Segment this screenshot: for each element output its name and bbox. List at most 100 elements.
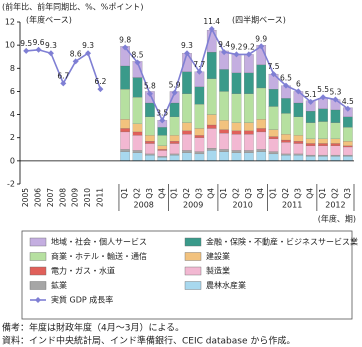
bar-segment xyxy=(330,145,341,156)
x-tick-label: Q4 xyxy=(306,188,315,199)
y-tick-label: 8 xyxy=(10,64,15,73)
marker xyxy=(85,50,92,57)
data-label: 6.2 xyxy=(94,77,106,86)
x-tick-label: Q1 xyxy=(269,188,278,199)
data-label: 9.4 xyxy=(218,40,230,49)
marker xyxy=(221,49,228,56)
bar-segment xyxy=(157,127,168,136)
y-tick-label: -2 xyxy=(7,180,15,189)
x-tick-label: Q3 xyxy=(145,188,154,199)
bar-segment xyxy=(120,128,130,133)
bar-segment xyxy=(343,145,353,148)
bar-segment xyxy=(293,116,304,136)
legend-swatch xyxy=(184,281,202,290)
bar-segment xyxy=(293,153,304,156)
bar-segment xyxy=(169,143,180,155)
bar-segment xyxy=(169,154,180,161)
data-label: 9.2 xyxy=(231,42,243,51)
x-tick-label: Q3 xyxy=(244,188,253,199)
bar-segment xyxy=(231,152,242,161)
bar-segment xyxy=(293,102,304,117)
bar-segment xyxy=(194,104,205,129)
bar-segment xyxy=(120,151,130,161)
bar-segment xyxy=(145,153,155,156)
x-group-label: 2012 xyxy=(325,201,345,210)
bar-segment xyxy=(244,152,254,161)
bar-segment xyxy=(206,148,217,151)
bar-segment xyxy=(256,119,267,129)
bar-segment xyxy=(268,136,279,139)
x-group-label: 2011 xyxy=(282,201,302,210)
bar-segment xyxy=(281,98,291,114)
bar-segment xyxy=(343,116,353,128)
bar-segment xyxy=(231,150,242,153)
marker xyxy=(97,86,104,93)
x-tick-label: 2006 xyxy=(34,188,43,207)
legend-label: 地域・社会・個人サービス xyxy=(51,237,147,247)
bar-segment xyxy=(244,93,254,123)
bar-segment xyxy=(132,77,143,98)
bar-segment xyxy=(206,128,217,149)
bar-segment xyxy=(268,138,279,152)
bar-segment xyxy=(318,121,328,139)
y-tick-label: 0 xyxy=(10,156,15,165)
bar-segment xyxy=(305,156,316,161)
bar-segment xyxy=(281,113,291,135)
x-tick-label: Q4 xyxy=(207,188,216,199)
data-label: 5.5 xyxy=(317,85,329,94)
legend-label: 製造業 xyxy=(206,266,230,276)
x-tick-label: Q1 xyxy=(120,188,129,199)
legend-swatch xyxy=(35,297,41,303)
marker xyxy=(146,90,153,97)
bar-segment xyxy=(318,138,328,144)
bar-segment xyxy=(330,154,341,157)
bar-segment xyxy=(293,135,304,142)
bar-segment xyxy=(194,128,205,136)
legend-swatch xyxy=(29,252,47,261)
bar-segment xyxy=(256,87,267,120)
note: 資料：インド中央統計局、インド準備銀行、CEIC database から作成。 xyxy=(2,335,295,347)
bar-segment xyxy=(169,102,180,117)
data-label: 11.4 xyxy=(203,17,220,26)
data-label: 5.9 xyxy=(169,81,181,90)
bar-segment xyxy=(219,69,229,92)
bar-segment xyxy=(256,64,267,89)
bar-segment xyxy=(244,150,254,153)
y-axis-label: (前年比、前年同期比、%、%ポイント) xyxy=(2,2,143,12)
bar-segment xyxy=(206,124,217,129)
x-tick-label: 2009 xyxy=(71,188,80,207)
bar-segment xyxy=(194,135,205,138)
data-label: 9.8 xyxy=(119,35,131,44)
data-label: 9.5 xyxy=(20,39,32,48)
x-tick-label: Q2 xyxy=(133,188,142,199)
data-label: 9.2 xyxy=(243,42,255,51)
bar-segment xyxy=(182,93,192,123)
marker xyxy=(47,50,54,57)
marker xyxy=(295,88,302,95)
marker xyxy=(72,58,79,65)
bar-segment xyxy=(256,131,267,150)
legend-label: 鉱業 xyxy=(51,280,67,290)
data-label: 9.3 xyxy=(82,41,94,50)
bar-segment xyxy=(206,114,217,126)
x-tick-label: 2011 xyxy=(95,188,104,207)
data-label: 6 xyxy=(296,79,301,88)
bar-segment xyxy=(343,154,353,157)
bar-segment xyxy=(256,151,267,161)
bar-segment xyxy=(231,72,242,94)
bar-segment xyxy=(256,128,267,133)
bar-segment xyxy=(244,122,254,131)
bar-segment xyxy=(330,109,341,123)
legend-label: 商業・ホテル・輸送・通信 xyxy=(51,251,147,261)
bar-segment xyxy=(182,122,192,131)
marker xyxy=(208,25,215,32)
data-label: 9.6 xyxy=(33,38,45,47)
data-label: 6.7 xyxy=(57,71,69,80)
bar-segment xyxy=(169,116,180,136)
bar-segment xyxy=(268,151,279,155)
bar-segment xyxy=(145,102,155,117)
x-tick-label: Q1 xyxy=(219,188,228,199)
x-tick-label: Q1 xyxy=(318,188,327,199)
legend-label: 金融・保険・不動産・ビジネスサービス業 xyxy=(206,237,358,247)
marker xyxy=(134,59,141,66)
